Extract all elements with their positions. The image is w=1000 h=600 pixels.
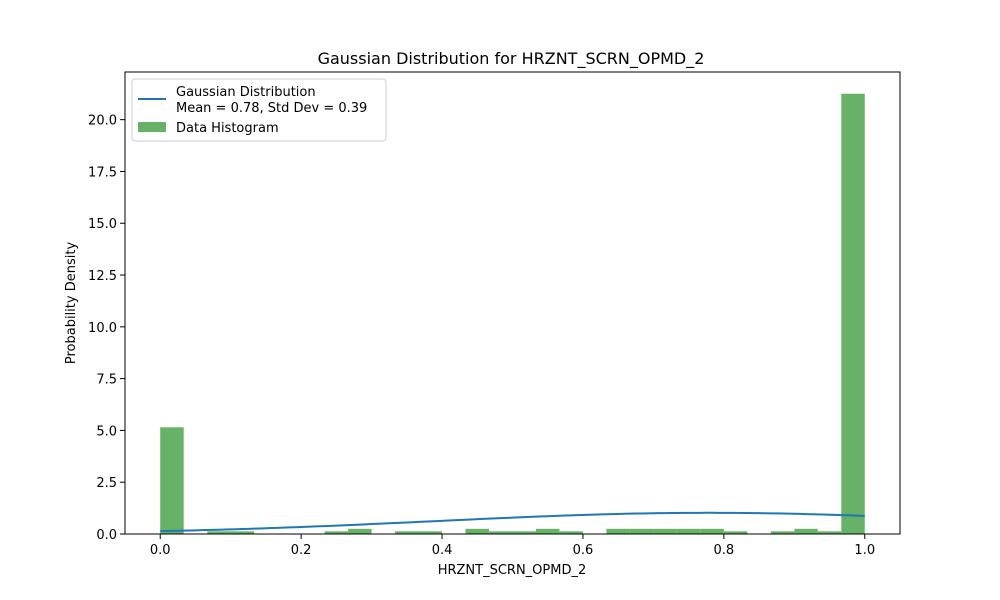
y-tick-label: 7.5 [96,373,117,388]
x-axis-ticks: 0.0 0.2 0.4 0.6 0.8 1.0 [150,534,875,558]
y-tick-label: 2.5 [96,476,117,491]
plot-frame [124,71,901,535]
chart-title: Gaussian Distribution for HRZNT_SCRN_OPM… [318,49,705,69]
y-tick-label: 0.0 [96,528,117,543]
y-tick-label: 10.0 [88,321,117,336]
gaussian-curve [160,511,865,533]
legend-histogram-swatch [138,122,166,132]
y-tick-label: 17.5 [88,165,117,180]
histogram-bar [535,528,560,534]
histogram-bar [841,93,865,534]
histogram-bar [512,531,536,534]
legend: Gaussian Distribution Mean = 0.78, Std D… [131,78,387,142]
histogram-bar [817,531,842,534]
histogram-bar [489,531,513,534]
histogram-bar [629,528,654,534]
y-axis-ticks: 0.0 2.5 5.0 7.5 10.0 12.5 15.0 17.5 20.0 [88,114,125,543]
histogram-bar [348,528,372,534]
x-tick-label: 0.6 [573,543,594,558]
x-tick-label: 1.0 [854,543,875,558]
histogram-bar [324,531,349,534]
x-tick-label: 0.8 [714,543,735,558]
histogram-bar [230,531,255,534]
gaussian-curve-group [160,511,865,533]
y-tick-label: 15.0 [88,217,117,232]
x-tick-label: 0.2 [291,543,312,558]
histogram-bar [700,528,724,534]
histogram-bar [676,528,701,534]
histogram-bar [606,528,630,534]
histogram-bar [794,528,818,534]
histogram-bar [418,531,443,534]
y-tick-label: 5.0 [96,424,117,439]
y-tick-label: 12.5 [88,269,117,284]
legend-frame [131,78,387,142]
legend-gaussian-label-line2: Mean = 0.78, Std Dev = 0.39 [176,101,367,116]
histogram-bar [770,531,795,534]
histogram-bar [395,531,419,534]
histogram-bar [723,531,748,534]
histogram-bars [160,93,865,534]
x-tick-label: 0.4 [432,543,453,558]
legend-gaussian-label-line1: Gaussian Distribution [176,85,316,100]
histogram-bar [653,528,677,534]
x-tick-label: 0.0 [150,543,171,558]
x-axis-label: HRZNT_SCRN_OPMD_2 [438,563,587,578]
y-axis-label: Probability Density [64,242,79,365]
y-tick-label: 20.0 [88,114,117,129]
histogram-bar [160,427,184,534]
legend-histogram-label: Data Histogram [176,121,279,136]
histogram-bar [465,528,489,534]
histogram-bar [207,531,231,534]
histogram-bar [559,531,583,534]
